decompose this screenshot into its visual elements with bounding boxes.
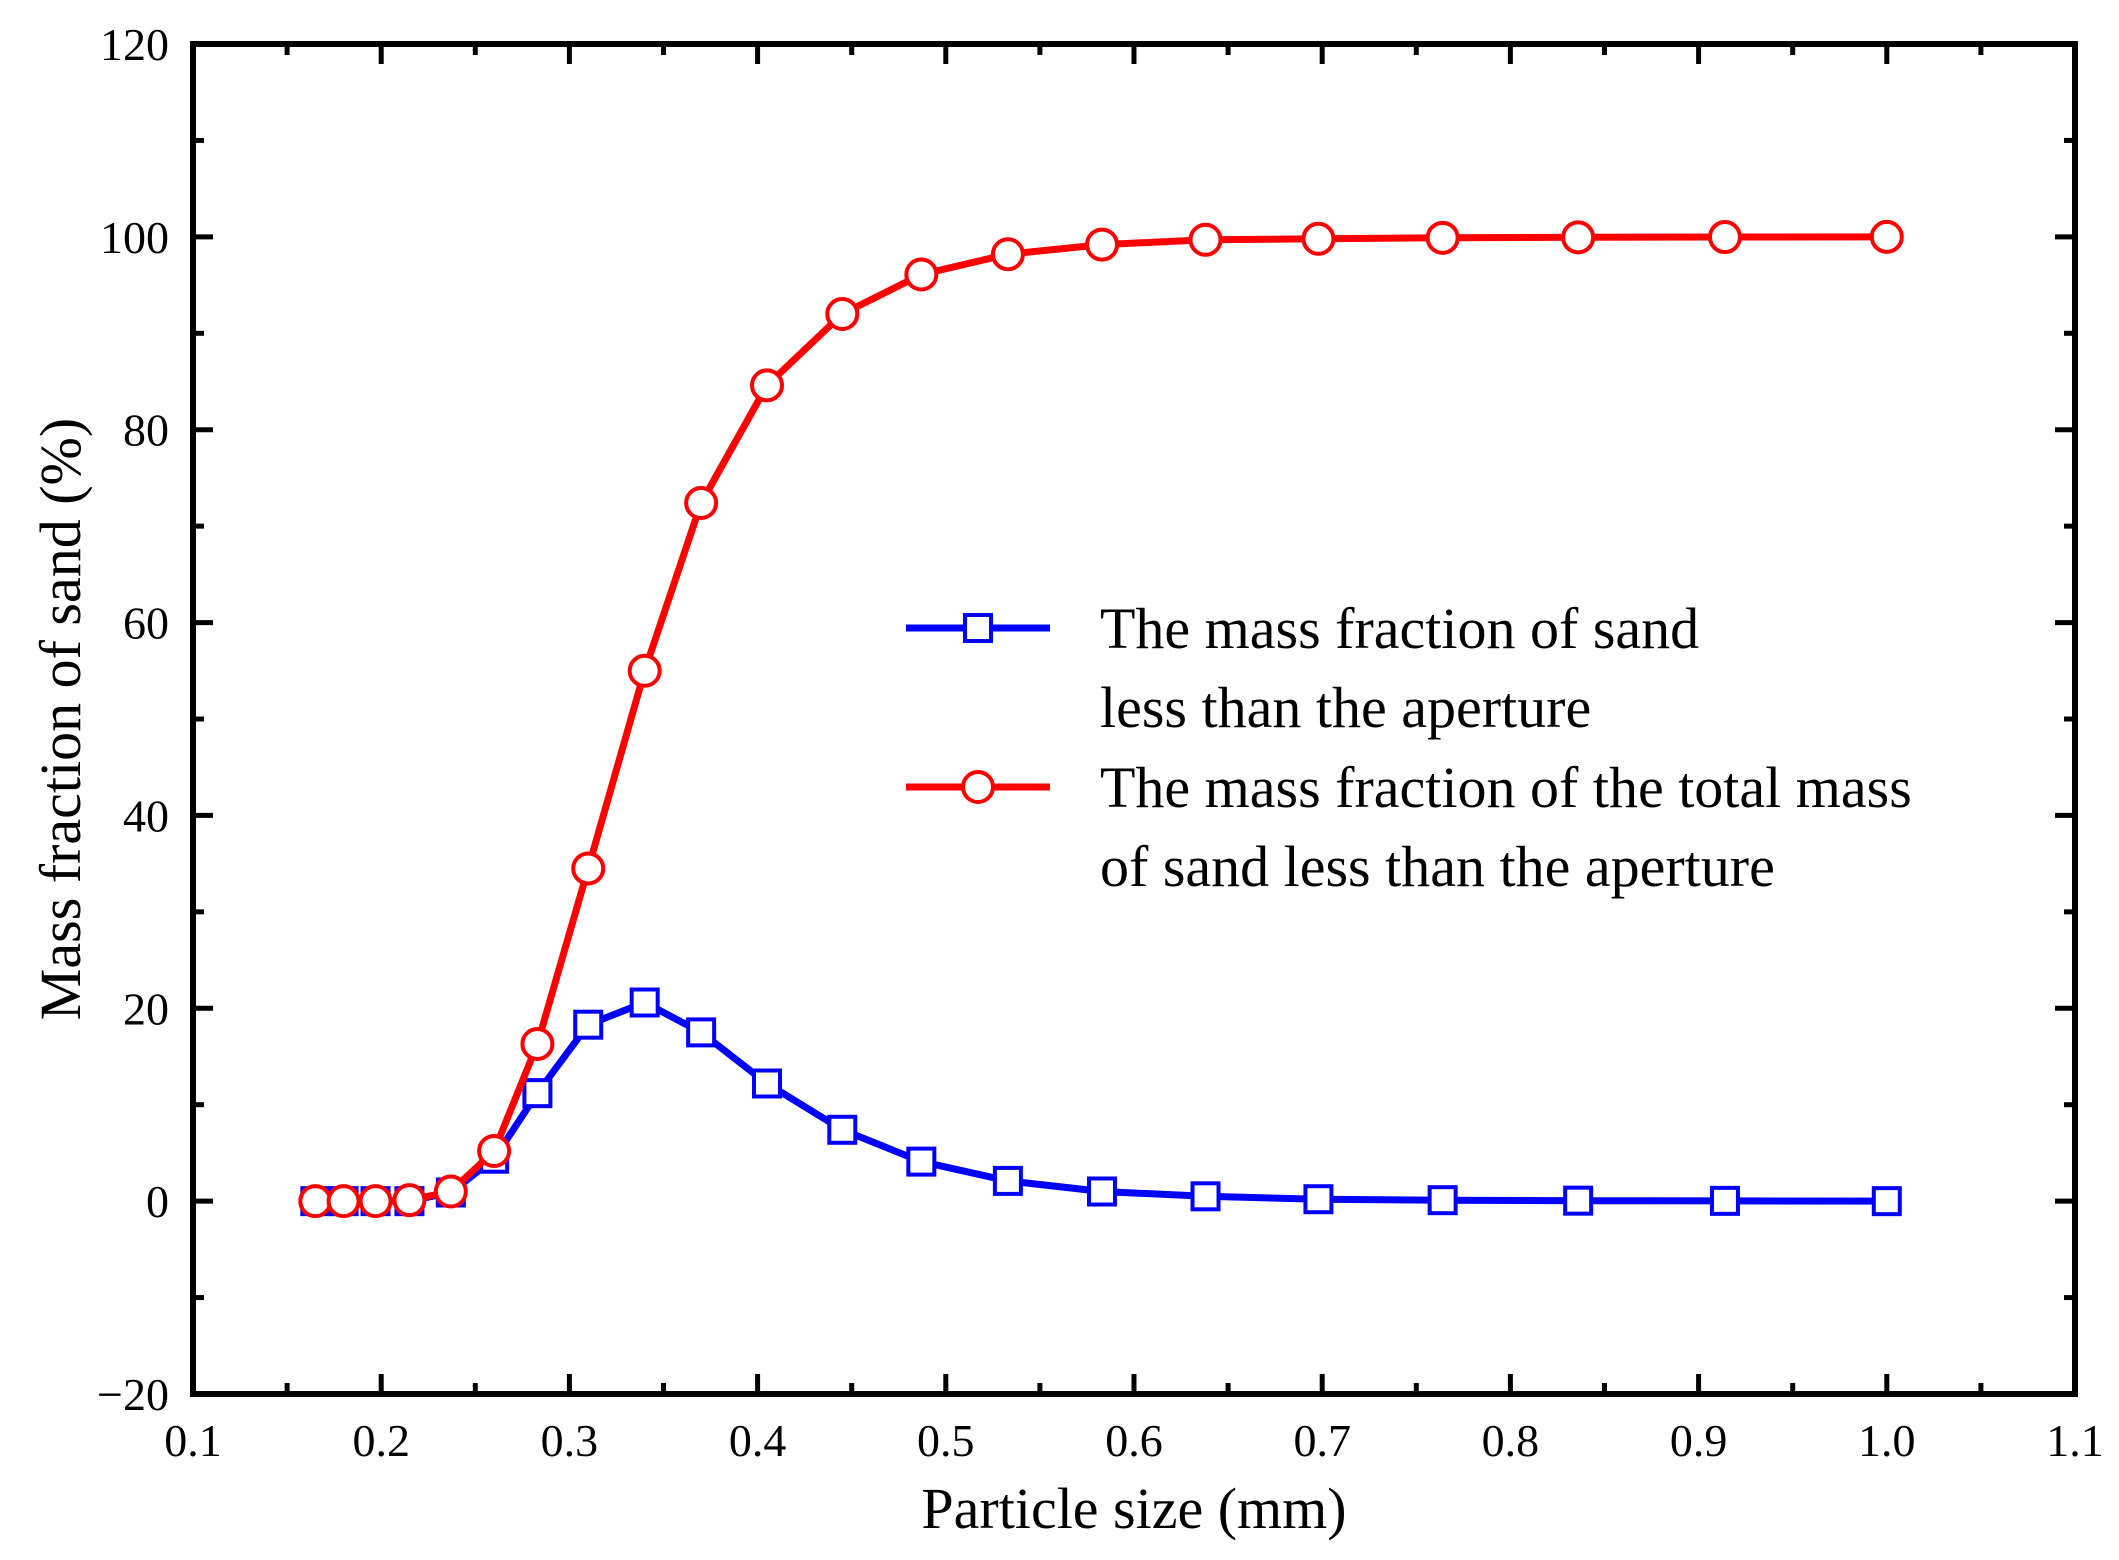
series-2-point	[358, 1184, 393, 1219]
series-1-point	[906, 1146, 937, 1177]
series-2-point	[520, 1026, 555, 1061]
series-1-point	[1871, 1186, 1902, 1217]
series-1-point	[686, 1017, 717, 1048]
series-2-point	[1301, 221, 1336, 256]
series-2-point	[990, 237, 1025, 272]
y-tick-label: −20	[97, 1369, 169, 1420]
x-tick-label: 0.1	[164, 1415, 222, 1466]
series-2-point	[326, 1184, 361, 1219]
y-tick-label: 40	[123, 790, 169, 841]
y-tick-label: 60	[123, 598, 169, 649]
series-2-point	[392, 1183, 427, 1218]
legend-marker-1	[963, 613, 993, 643]
series-1-point	[1709, 1185, 1740, 1216]
series-1-point	[629, 987, 660, 1018]
axes: 0.1 0.2 0.3 0.4 0.5 0.6 0.7 0.8 0.9 1.0 1.1 −20 0 20 4…	[97, 19, 2104, 1466]
series-2-point	[477, 1134, 512, 1168]
series-2-point	[750, 368, 785, 403]
y-tick-label: 0	[146, 1176, 169, 1227]
legend-label-2: of sand less than the aperture	[1100, 834, 1775, 899]
x-tick-label: 0.2	[352, 1415, 410, 1466]
series-2-point	[433, 1174, 468, 1209]
series-2-point	[1188, 222, 1223, 257]
x-axis-title: Particle size (mm)	[921, 1476, 1346, 1541]
series-1-point	[1190, 1181, 1221, 1212]
y-tick-label: 20	[123, 983, 169, 1034]
series-2-point	[825, 297, 860, 331]
legend-marker-2	[961, 770, 995, 804]
series-1-point	[1303, 1184, 1334, 1215]
series-2-point	[904, 257, 939, 292]
x-tick-label: 1.0	[1858, 1415, 1916, 1466]
series-2-point	[571, 851, 606, 886]
x-tick-label: 0.5	[917, 1415, 975, 1466]
series-2-point	[1707, 220, 1742, 255]
x-tick-label: 0.7	[1293, 1415, 1351, 1466]
series-2-point	[1085, 227, 1120, 262]
series-1-point	[827, 1114, 858, 1145]
y-tick-label: 120	[100, 19, 169, 70]
series-1-point	[752, 1068, 783, 1099]
x-tick-label: 1.1	[2046, 1415, 2104, 1466]
series-1-point	[522, 1078, 553, 1109]
x-tick-label: 0.6	[1105, 1415, 1163, 1466]
series-layer	[298, 219, 1904, 1219]
series-2-point	[298, 1184, 333, 1219]
y-tick-label: 80	[123, 405, 169, 456]
legend-label-1: The mass fraction of sand	[1100, 596, 1699, 661]
series-2	[298, 219, 1904, 1219]
series-1-point	[1087, 1176, 1118, 1207]
y-axis-title: Mass fraction of sand (%)	[28, 418, 93, 1020]
x-tick-label: 0.3	[541, 1415, 599, 1466]
series-2-point	[1869, 219, 1904, 254]
y-tick-label: 100	[100, 212, 169, 263]
legend-label-2: The mass fraction of the total mass	[1100, 755, 1912, 820]
series-1-point	[992, 1165, 1023, 1196]
x-tick-label: 0.9	[1670, 1415, 1728, 1466]
series-1-point	[1427, 1185, 1458, 1216]
x-tick-label: 0.4	[729, 1415, 787, 1466]
x-tick-label: 0.8	[1482, 1415, 1540, 1466]
legend: The mass fraction of sand less than the a…	[906, 596, 1912, 899]
series-2-point	[684, 486, 719, 520]
series-2-point	[1425, 220, 1460, 255]
series-1-point	[1563, 1185, 1594, 1216]
series-1-point	[573, 1009, 604, 1040]
series-2-point	[1561, 220, 1596, 255]
legend-label-1: less than the aperture	[1100, 675, 1591, 740]
series-2-point	[627, 653, 662, 688]
